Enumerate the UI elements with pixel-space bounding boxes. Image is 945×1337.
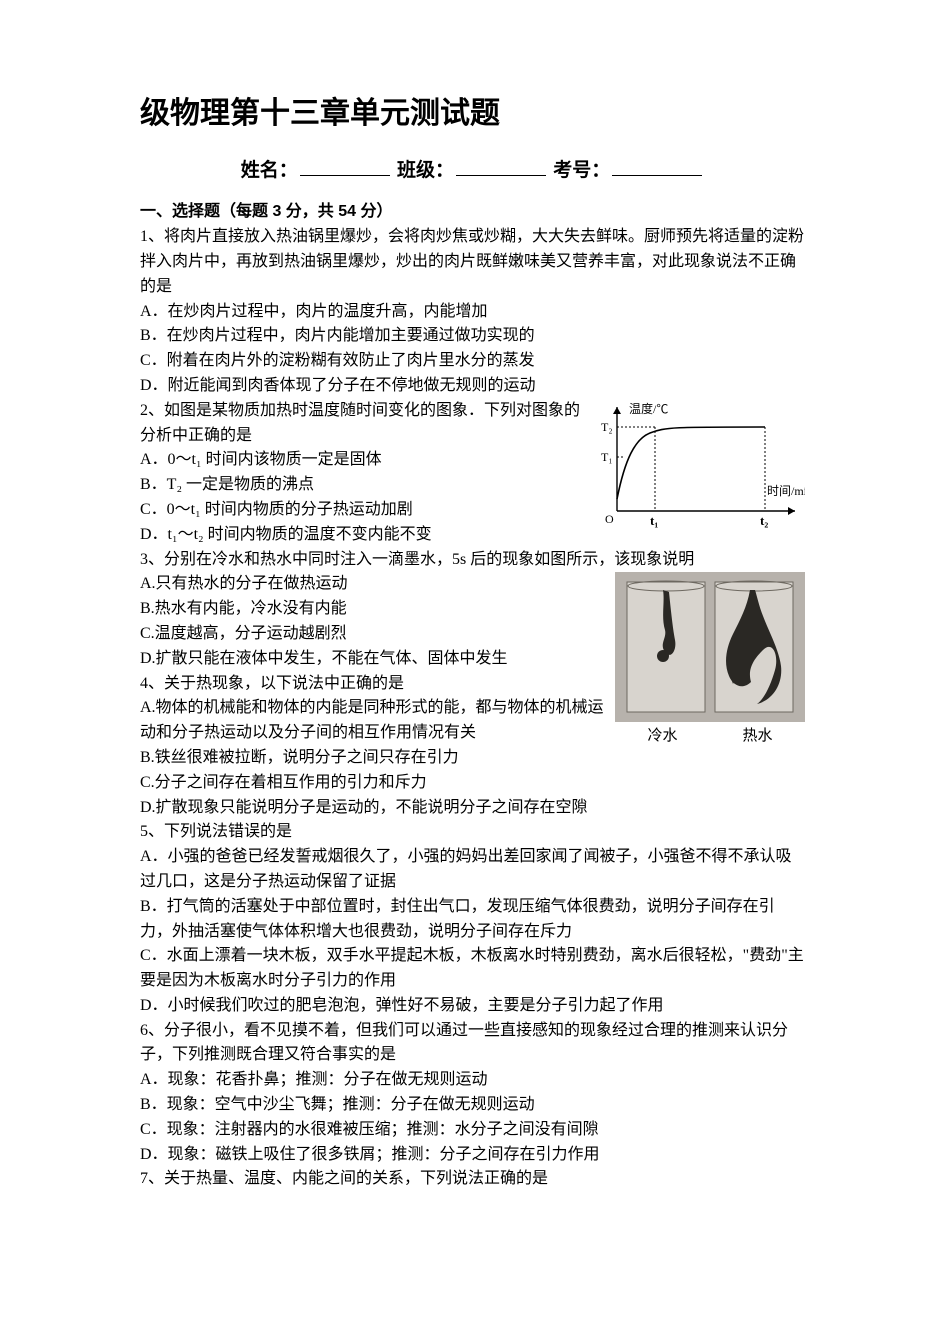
q5-option-b: B．打气筒的活塞处于中部位置时，封住出气口，发现压缩气体很费劲，说明分子间存在引… — [140, 895, 805, 945]
q7-stem: 7、关于热量、温度、内能之间的关系，下列说法正确的是 — [140, 1167, 805, 1192]
q3-stem: 3、分别在冷水和热水中同时注入一滴墨水，5s 后的现象如图所示，该现象说明 — [140, 548, 805, 573]
q4-option-d: D.扩散现象只能说明分子是运动的，不能说明分子之间存在空隙 — [140, 796, 805, 821]
q4-option-b: B.铁丝很难被拉断，说明分子之间只存在引力 — [140, 746, 805, 771]
q2-chart: 温度/℃ T₂ T₁ O t₁ t₂ 时间/min — [595, 399, 805, 534]
class-blank — [456, 157, 546, 176]
q5-option-d: D．小时候我们吹过的肥皂泡泡，弹性好不易破，主要是分子引力起了作用 — [140, 994, 805, 1019]
y-tick-t1: T₁ — [601, 450, 613, 464]
examno-blank — [612, 157, 702, 176]
hot-label: 热水 — [742, 724, 772, 748]
q3-photo: 冷水 热水 — [615, 572, 805, 748]
q6-option-b: B．现象：空气中沙尘飞舞；推测：分子在做无规则运动 — [140, 1093, 805, 1118]
q1-option-a: A．在炒肉片过程中，肉片的温度升高，内能增加 — [140, 300, 805, 325]
name-label: 姓名： — [241, 160, 298, 181]
examno-label: 考号： — [553, 160, 610, 181]
ink-water-photo-svg — [615, 572, 805, 722]
section-1-heading: 一、选择题（每题 3 分，共 54 分） — [140, 200, 805, 225]
q1-option-b: B．在炒肉片过程中，肉片内能增加主要通过做功实现的 — [140, 324, 805, 349]
name-blank — [300, 157, 390, 176]
x-tick-t2: t₂ — [760, 513, 768, 528]
origin-o: O — [605, 512, 614, 526]
y-tick-t2: T₂ — [601, 420, 613, 434]
class-label: 班级： — [397, 160, 454, 181]
photo-captions: 冷水 热水 — [615, 724, 805, 748]
page-title: 级物理第十三章单元测试题 — [140, 90, 805, 138]
cold-label: 冷水 — [647, 724, 677, 748]
x-tick-t1: t₁ — [650, 513, 658, 528]
q1-stem: 1、将肉片直接放入热油锅里爆炒，会将肉炒焦或炒糊，大大失去鲜味。厨师预先将适量的… — [140, 225, 805, 299]
q1-option-d: D．附近能闻到肉香体现了分子在不停地做无规则的运动 — [140, 374, 805, 399]
q5-option-a: A．小强的爸爸已经发誓戒烟很久了，小强的妈妈出差回家闻了闻被子，小强爸不得不承认… — [140, 845, 805, 895]
temperature-chart-svg: 温度/℃ T₂ T₁ O t₁ t₂ 时间/min — [595, 399, 805, 534]
q5-option-c: C．水面上漂着一块木板，双手水平提起木板，木板离水时特别费劲，离水后很轻松，"费… — [140, 944, 805, 994]
student-info-line: 姓名： 班级： 考号： — [140, 156, 805, 186]
cold-ink-blob — [657, 650, 669, 662]
q6-option-d: D．现象：磁铁上吸住了很多铁屑；推测：分子之间存在引力作用 — [140, 1143, 805, 1168]
q4-option-c: C.分子之间存在着相互作用的引力和斥力 — [140, 771, 805, 796]
chart-bg — [595, 399, 805, 534]
q6-option-c: C．现象：注射器内的水很难被压缩；推测：水分子之间没有间隙 — [140, 1118, 805, 1143]
q5-stem: 5、下列说法错误的是 — [140, 820, 805, 845]
y-axis-label: 温度/℃ — [629, 401, 668, 416]
q6-stem: 6、分子很小，看不见摸不着，但我们可以通过一些直接感知的现象经过合理的推测来认识… — [140, 1019, 805, 1069]
content-body: 一、选择题（每题 3 分，共 54 分） 1、将肉片直接放入热油锅里爆炒，会将肉… — [140, 200, 805, 1192]
q6-option-a: A．现象：花香扑鼻；推测：分子在做无规则运动 — [140, 1068, 805, 1093]
q1-option-c: C．附着在肉片外的淀粉糊有效防止了肉片里水分的蒸发 — [140, 349, 805, 374]
x-axis-label: 时间/min — [767, 484, 805, 498]
